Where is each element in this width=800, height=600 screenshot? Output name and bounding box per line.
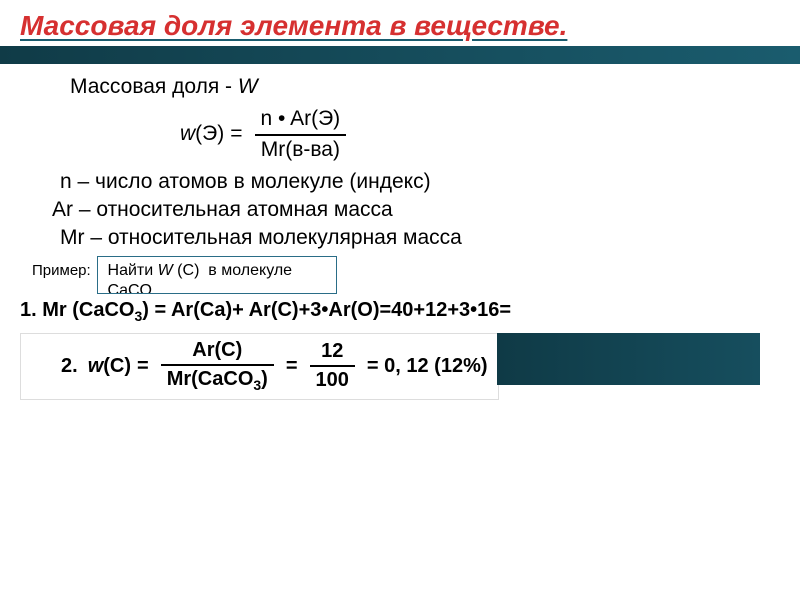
slide-root: Массовая доля элемента в веществе. Массо… bbox=[0, 0, 800, 600]
example-label: Пример: bbox=[32, 262, 91, 281]
step2-frac1: Ar(C) Mr(CaCO3) bbox=[161, 338, 274, 395]
formula-lhs-w: w bbox=[180, 121, 195, 147]
step2-label: 2. bbox=[61, 354, 78, 379]
step2-dark-band bbox=[497, 333, 760, 385]
step1-text: Mr (CaCO3) = Ar(Ca)+ Ar(C)+3•Ar(O)=40+12… bbox=[42, 299, 511, 321]
step2-box: 2. w (C) = Ar(C) Mr(CaCO3) = 12 100 = 0,… bbox=[20, 333, 499, 400]
def-n: n – число атомов в молекуле (индекс) bbox=[60, 169, 760, 195]
fraction-bar bbox=[310, 365, 355, 367]
intro-line: Массовая доля - W bbox=[70, 74, 760, 100]
slide-title: Массовая доля элемента в веществе. bbox=[20, 10, 567, 41]
step2-row: 2. w (C) = Ar(C) Mr(CaCO3) = 12 100 = 0,… bbox=[20, 333, 760, 400]
def-mr: Mr – относительная молекулярная масса bbox=[60, 225, 760, 251]
formula-lhs-arg: (Э) bbox=[195, 121, 224, 147]
example-box: Найти W (C) в молекуле CaCO bbox=[97, 256, 337, 294]
def-ar: Ar – относительная атомная масса bbox=[52, 197, 760, 223]
intro-text: Массовая доля - W bbox=[70, 75, 258, 98]
step2-frac2-num: 12 bbox=[315, 339, 349, 364]
formula-eq: = bbox=[230, 121, 242, 147]
example-row: Пример: Найти W (C) в молекуле CaCO bbox=[60, 256, 760, 294]
step2-frac2: 12 100 bbox=[310, 339, 355, 393]
main-formula: w (Э) = n • Ar(Э) Mr(в-ва) bbox=[180, 106, 760, 163]
content-area: Массовая доля - W w (Э) = n • Ar(Э) Mr(в… bbox=[0, 64, 800, 400]
step2-eq2: = bbox=[286, 354, 298, 379]
step2-frac2-den: 100 bbox=[310, 368, 355, 393]
step2-frac1-den: Mr(CaCO3) bbox=[161, 367, 274, 395]
formula-numerator: n • Ar(Э) bbox=[255, 106, 347, 132]
title-underline-band bbox=[0, 46, 800, 64]
formula-denominator: Mr(в-ва) bbox=[255, 137, 346, 163]
step2-lhs-arg: (C) bbox=[103, 354, 131, 379]
fraction-bar bbox=[255, 134, 347, 136]
step2-frac1-num: Ar(C) bbox=[186, 338, 248, 363]
step2-result: = 0, 12 (12%) bbox=[367, 354, 488, 379]
formula-fraction: n • Ar(Э) Mr(в-ва) bbox=[255, 106, 347, 163]
example-line1: Найти W (C) в молекуле bbox=[108, 262, 293, 279]
example-line2: CaCO bbox=[108, 282, 152, 294]
title-bar: Массовая доля элемента в веществе. bbox=[0, 0, 800, 46]
step2-eq1: = bbox=[137, 354, 149, 379]
step2-lhs-w: w bbox=[88, 354, 104, 379]
step1-label: 1. bbox=[20, 299, 37, 321]
fraction-bar bbox=[161, 364, 274, 366]
step1-line: 1. Mr (CaCO3) = Ar(Ca)+ Ar(C)+3•Ar(O)=40… bbox=[20, 298, 760, 326]
